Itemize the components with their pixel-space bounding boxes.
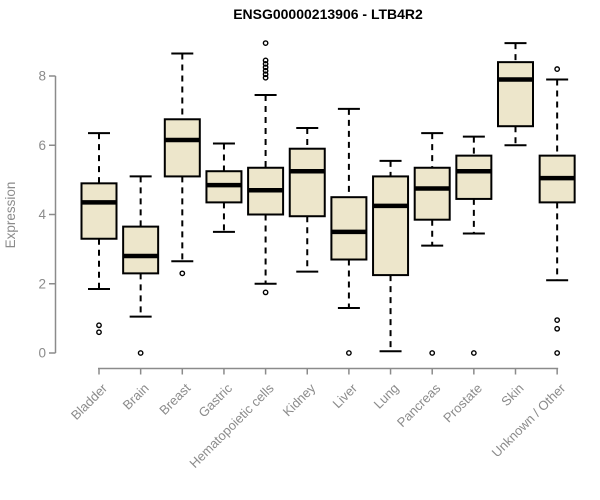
iqr-box bbox=[163, 118, 201, 178]
boxplot-hematopoietic-cells bbox=[247, 40, 285, 296]
outlier-point bbox=[262, 71, 269, 78]
outlier-point bbox=[554, 66, 561, 72]
boxplot-liver bbox=[330, 107, 368, 356]
outlier-point bbox=[554, 317, 561, 324]
x-category-label: Pancreas bbox=[394, 380, 444, 430]
boxplot-lung bbox=[372, 159, 410, 353]
boxplot-unknown-other bbox=[538, 66, 576, 356]
x-category-label: Prostate bbox=[440, 381, 485, 426]
iqr-box bbox=[288, 147, 326, 218]
outlier-point bbox=[262, 64, 269, 71]
outlier-point bbox=[554, 325, 561, 332]
boxplot-brain bbox=[122, 175, 160, 356]
iqr-box bbox=[372, 175, 410, 277]
iqr-box bbox=[122, 225, 160, 275]
boxplot-kidney bbox=[288, 126, 326, 273]
y-tick-label: 2 bbox=[38, 276, 46, 291]
outlier-point bbox=[262, 289, 269, 296]
x-category-label: Brain bbox=[120, 381, 152, 413]
x-category-label: Lung bbox=[371, 381, 402, 412]
y-tick-label: 4 bbox=[38, 207, 46, 222]
boxplot-breast bbox=[163, 52, 201, 277]
outlier-point bbox=[137, 350, 144, 356]
outlier-point bbox=[262, 40, 269, 47]
boxplot-pancreas bbox=[413, 132, 451, 356]
boxplot-bladder bbox=[80, 132, 118, 336]
outlier-point bbox=[96, 322, 102, 329]
iqr-box bbox=[497, 61, 534, 128]
y-tick-label: 0 bbox=[38, 346, 46, 361]
y-axis-title: Expression bbox=[3, 182, 18, 249]
x-category-label: Breast bbox=[156, 380, 193, 417]
outlier-point bbox=[262, 74, 269, 81]
outlier-point bbox=[179, 270, 186, 277]
x-category-label: Bladder bbox=[68, 380, 111, 423]
outlier-point bbox=[470, 350, 477, 356]
outlier-point bbox=[429, 350, 436, 356]
outlier-point bbox=[96, 329, 102, 336]
iqr-box bbox=[80, 182, 118, 240]
x-category-label: Kidney bbox=[280, 380, 319, 419]
x-category-label: Unknown / Other bbox=[489, 380, 569, 460]
chart-title: ENSG00000213906 - LTB4R2 bbox=[233, 6, 423, 22]
x-category-label: Liver bbox=[329, 380, 360, 411]
boxplot-skin bbox=[497, 42, 534, 147]
outlier-point bbox=[262, 57, 269, 64]
outlier-point bbox=[262, 67, 269, 74]
y-tick-label: 8 bbox=[38, 69, 46, 84]
outlier-point bbox=[262, 60, 269, 67]
outlier-point bbox=[554, 350, 561, 356]
iqr-box bbox=[413, 166, 451, 221]
y-tick-label: 6 bbox=[38, 138, 46, 153]
x-category-label: Gastric bbox=[195, 380, 235, 420]
iqr-box bbox=[330, 196, 368, 261]
outlier-point bbox=[345, 350, 352, 356]
boxplot-prostate bbox=[455, 135, 493, 356]
x-category-label: Skin bbox=[498, 381, 526, 409]
iqr-box bbox=[455, 154, 493, 200]
boxplot-gastric bbox=[205, 142, 243, 233]
